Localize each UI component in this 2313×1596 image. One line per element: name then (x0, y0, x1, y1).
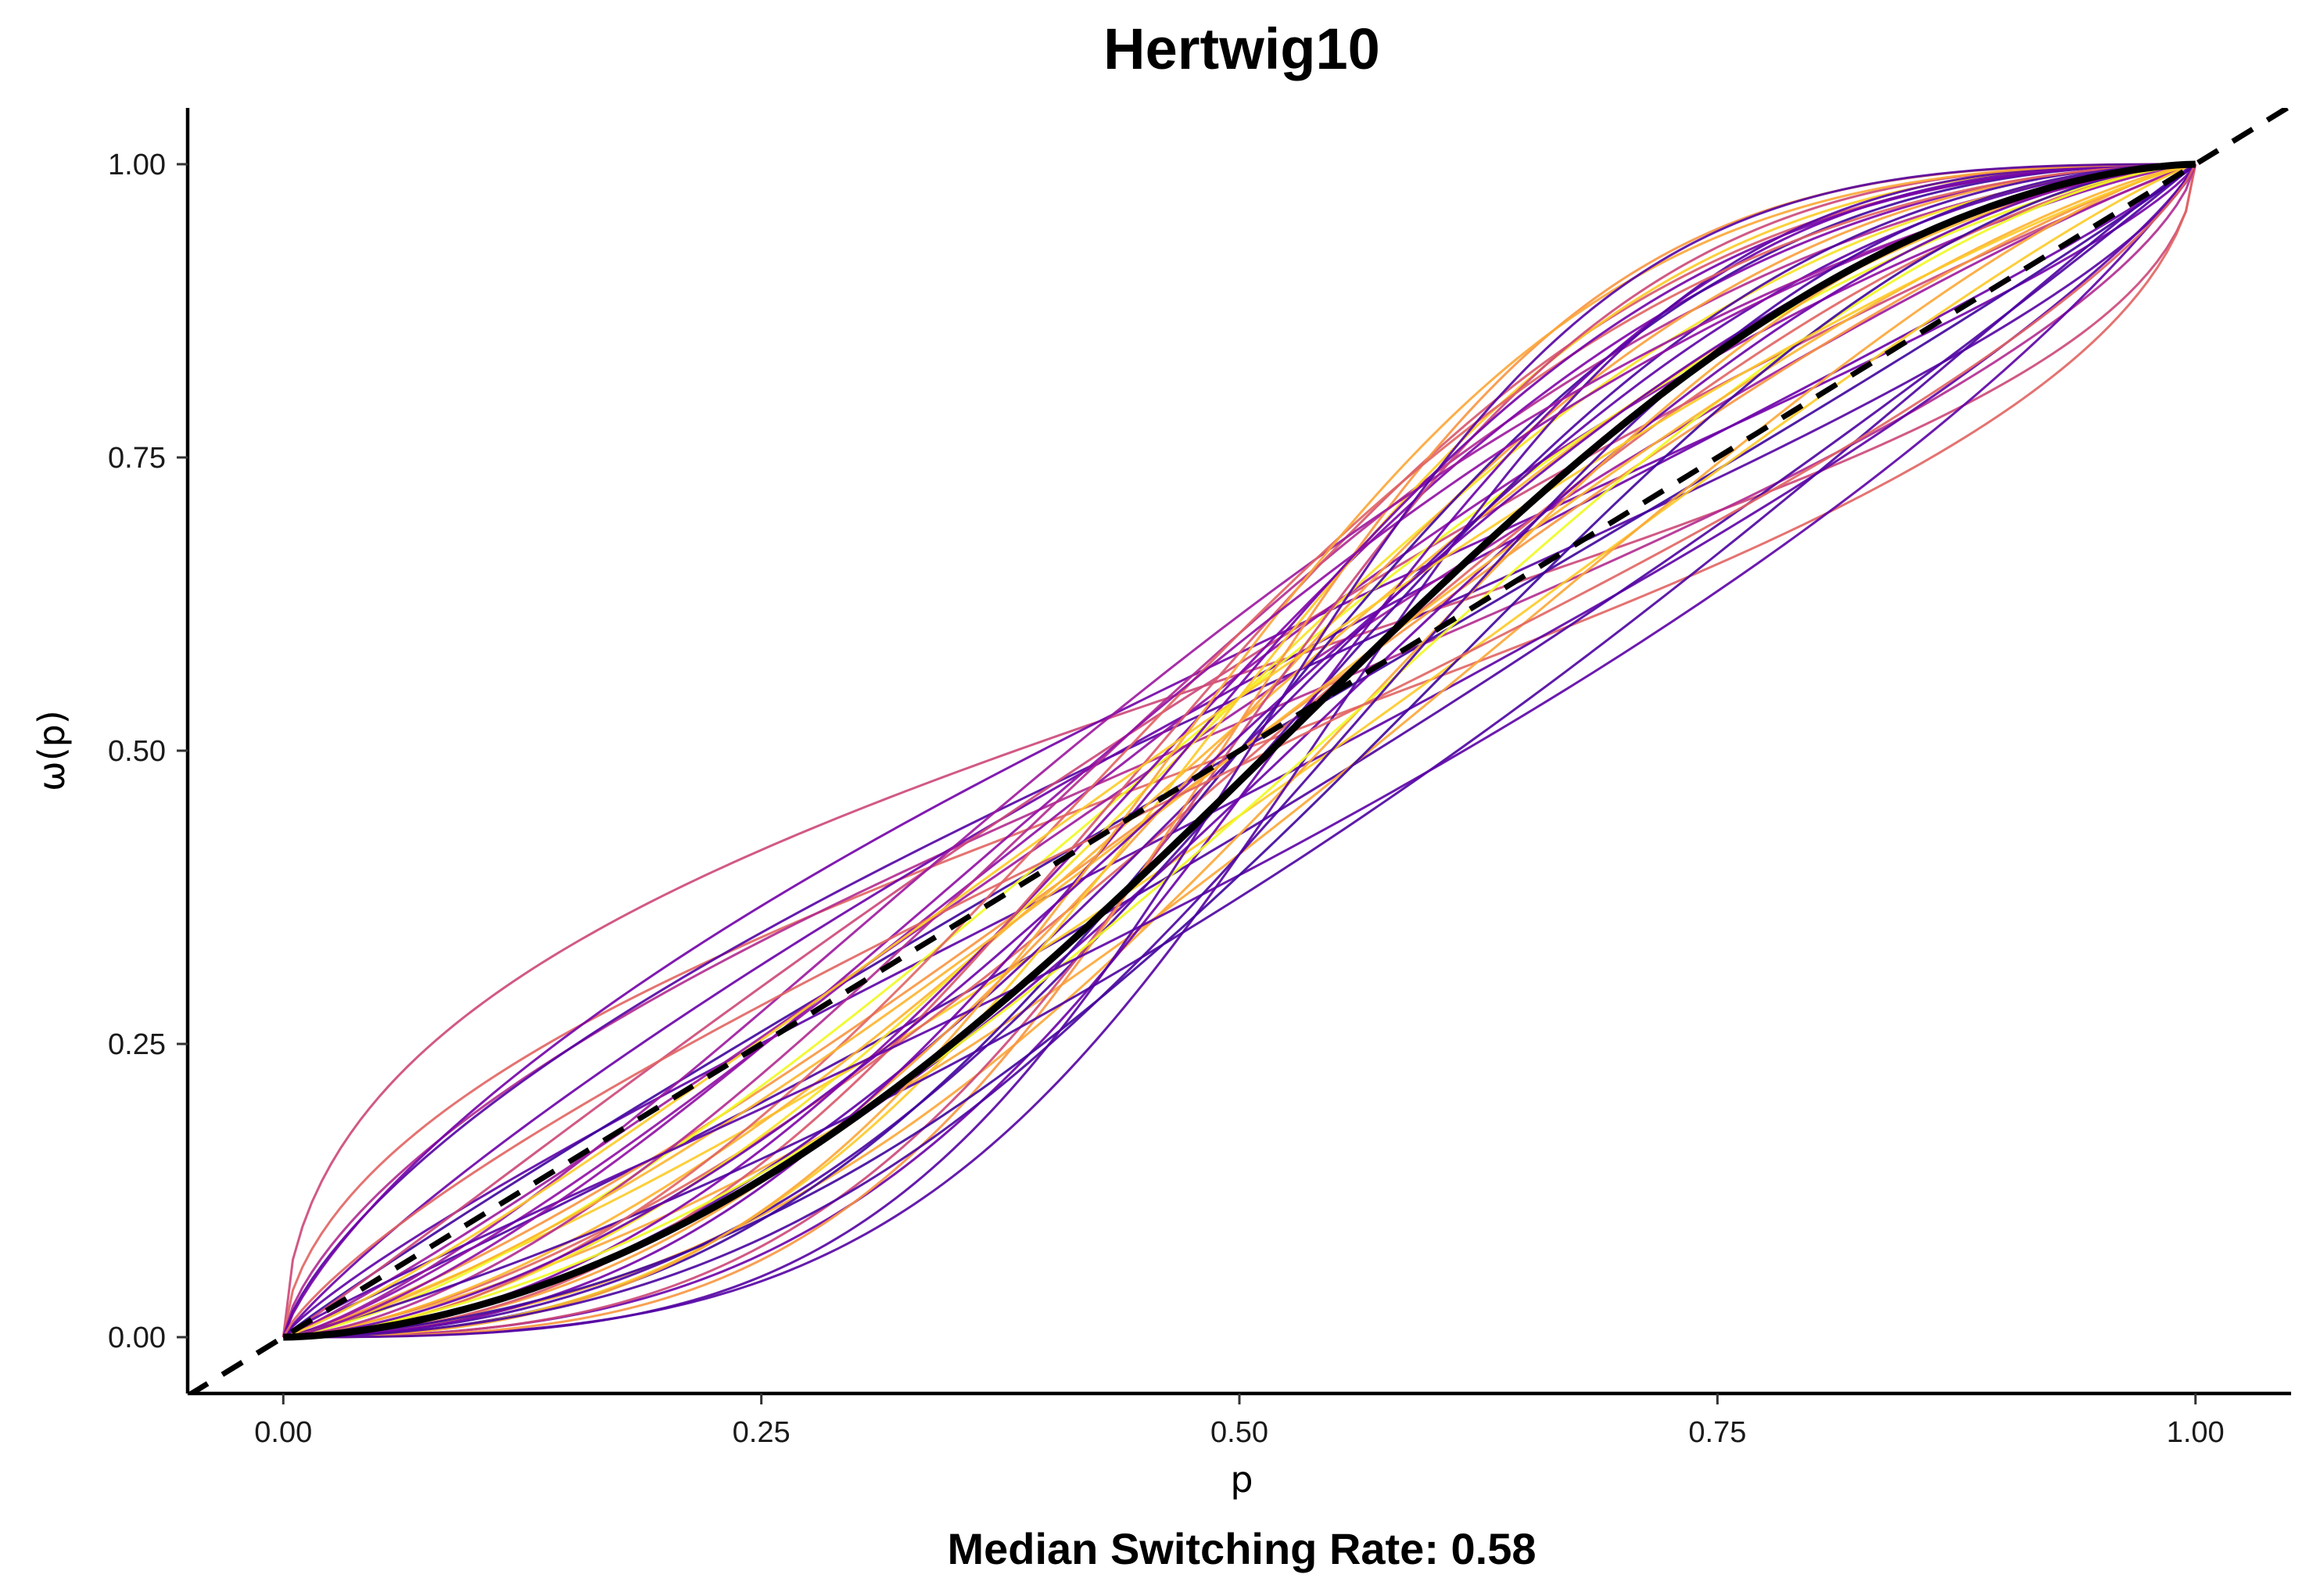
x-axis-ticks: 0.00 0.25 0.50 0.75 1.00 (254, 1393, 2225, 1449)
reference-layer (188, 108, 2291, 1393)
y-tick-label: 0.25 (108, 1028, 166, 1061)
chart-caption: Median Switching Rate: 0.58 (947, 1524, 1536, 1573)
participant-curve-42 (283, 163, 2196, 1339)
y-axis-title: ω(p) (30, 710, 73, 791)
x-tick-label: 0.75 (1688, 1416, 1746, 1449)
y-tick-label: 0.50 (108, 735, 166, 768)
y-tick-label: 0.75 (108, 442, 166, 475)
participant-curve-34 (282, 163, 2196, 1339)
x-axis-title: p (1230, 1458, 1253, 1501)
median-layer (283, 160, 2196, 1341)
x-tick-label: 0.25 (733, 1416, 791, 1449)
y-tick-label: 1.00 (108, 149, 166, 181)
x-tick-label: 1.00 (2167, 1416, 2225, 1449)
x-tick-label: 0.50 (1210, 1416, 1268, 1449)
identity-reference-line (188, 108, 2291, 1393)
participant-curve-43 (283, 163, 2196, 1339)
participant-curve-41 (283, 163, 2196, 1339)
y-axis-ticks: 0.00 0.25 0.50 0.75 1.00 (108, 149, 188, 1354)
participant-curve-36 (283, 163, 2196, 1339)
participant-curve-35 (282, 163, 2196, 1339)
median-curve (283, 160, 2196, 1341)
participant-curve-48 (283, 163, 2196, 1339)
participant-curve-47 (283, 163, 2196, 1339)
y-tick-label: 0.00 (108, 1322, 166, 1354)
chart-title: Hertwig10 (1103, 16, 1380, 81)
participant-curve-45 (282, 163, 2196, 1339)
x-tick-label: 0.00 (254, 1416, 312, 1449)
participant-curve-37 (283, 163, 2196, 1339)
participant-curve-39 (283, 163, 2196, 1339)
